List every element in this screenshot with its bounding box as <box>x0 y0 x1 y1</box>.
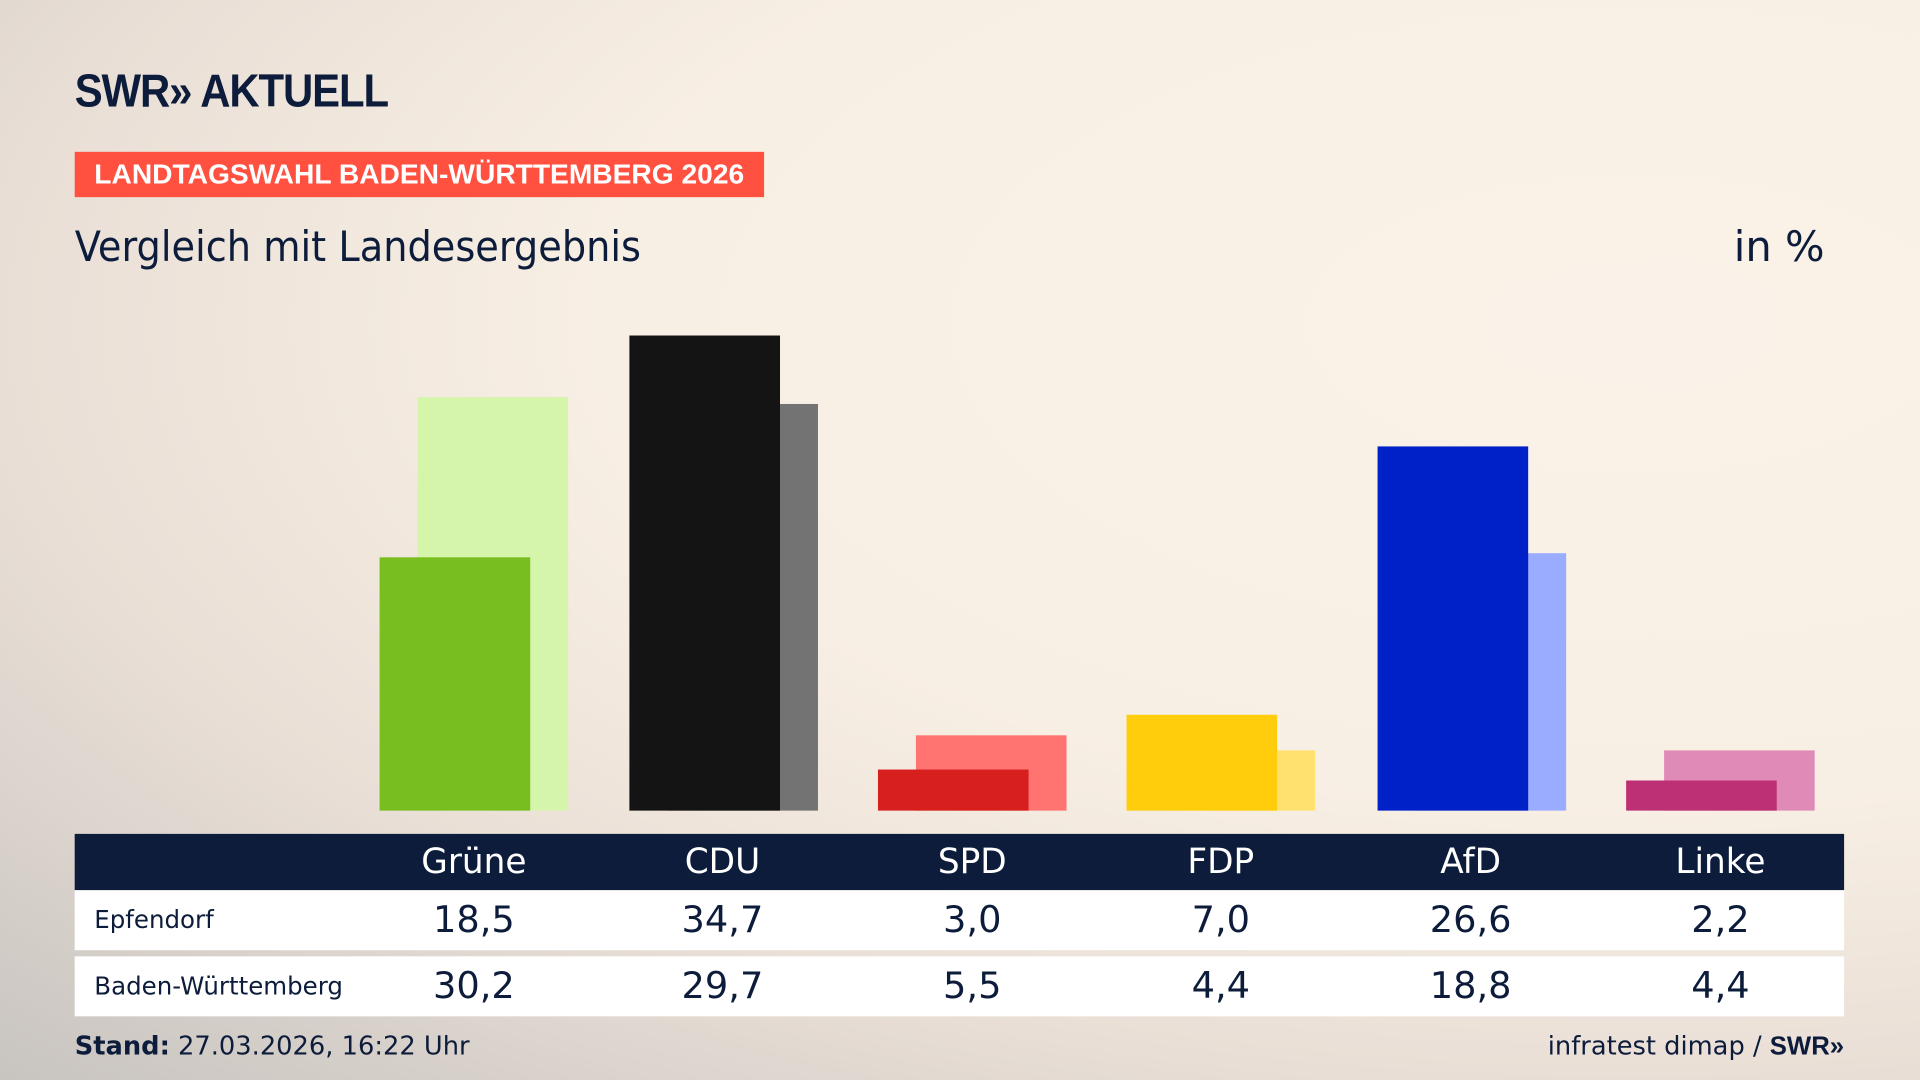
value-cell: 3,0 <box>943 898 1002 942</box>
source-text: infratest dimap / <box>1547 1031 1770 1061</box>
header-linke: Linke <box>1675 841 1766 882</box>
bar-gruene-epfendorf <box>379 557 531 811</box>
timestamp: Stand: 27.03.2026, 16:22 Uhr <box>75 1031 470 1060</box>
bar-fdp-epfendorf <box>1126 714 1278 811</box>
header-cdu: CDU <box>684 841 761 882</box>
header-spd: SPD <box>937 841 1007 882</box>
value-cell: 4,4 <box>1191 964 1251 1008</box>
header-gruene: Grüne <box>421 841 527 882</box>
value-cell: 2,2 <box>1691 898 1750 942</box>
bar-cdu-epfendorf <box>629 335 781 811</box>
value-cell: 18,5 <box>432 898 515 942</box>
swr-aktuell-logo: SWR» AKTUELL <box>74 66 389 118</box>
value-cell: 29,7 <box>681 964 764 1008</box>
table-row: Epfendorf 18,5 34,7 3,0 7,0 26,6 2,2 <box>74 890 1845 951</box>
header-afd: AfD <box>1440 841 1501 882</box>
source: infratest dimap / SWR» <box>1548 1031 1844 1062</box>
election-badge: LANDTAGSWAHL BADEN-WÜRTTEMBERG 2026 <box>74 151 764 198</box>
row-label: Baden-Württemberg <box>94 971 343 1001</box>
swr-logo-small: SWR» <box>1769 1032 1845 1061</box>
unit-label: in % <box>1733 222 1825 272</box>
value-cell: 30,2 <box>432 964 515 1008</box>
bar-afd-epfendorf <box>1377 446 1529 811</box>
value-cell: 18,8 <box>1429 964 1512 1008</box>
stand-value: 27.03.2026, 16:22 Uhr <box>169 1031 470 1061</box>
bar-spd-epfendorf <box>877 769 1029 811</box>
value-cell: 7,0 <box>1191 898 1251 942</box>
row-label: Epfendorf <box>94 904 214 935</box>
bar-linke-epfendorf <box>1626 780 1777 811</box>
table-header: Grüne CDU SPD FDP AfD Linke <box>74 833 1845 891</box>
header-fdp: FDP <box>1187 841 1255 882</box>
value-cell: 26,6 <box>1429 898 1512 942</box>
value-cell: 34,7 <box>681 898 764 942</box>
chart-subtitle: Vergleich mit Landesergebnis <box>74 222 642 272</box>
value-cell: 5,5 <box>943 964 1002 1008</box>
stand-label: Stand: <box>74 1031 170 1061</box>
value-cell: 4,4 <box>1691 964 1750 1008</box>
table-row: Baden-Württemberg 30,2 29,7 5,5 4,4 18,8… <box>74 956 1845 1017</box>
